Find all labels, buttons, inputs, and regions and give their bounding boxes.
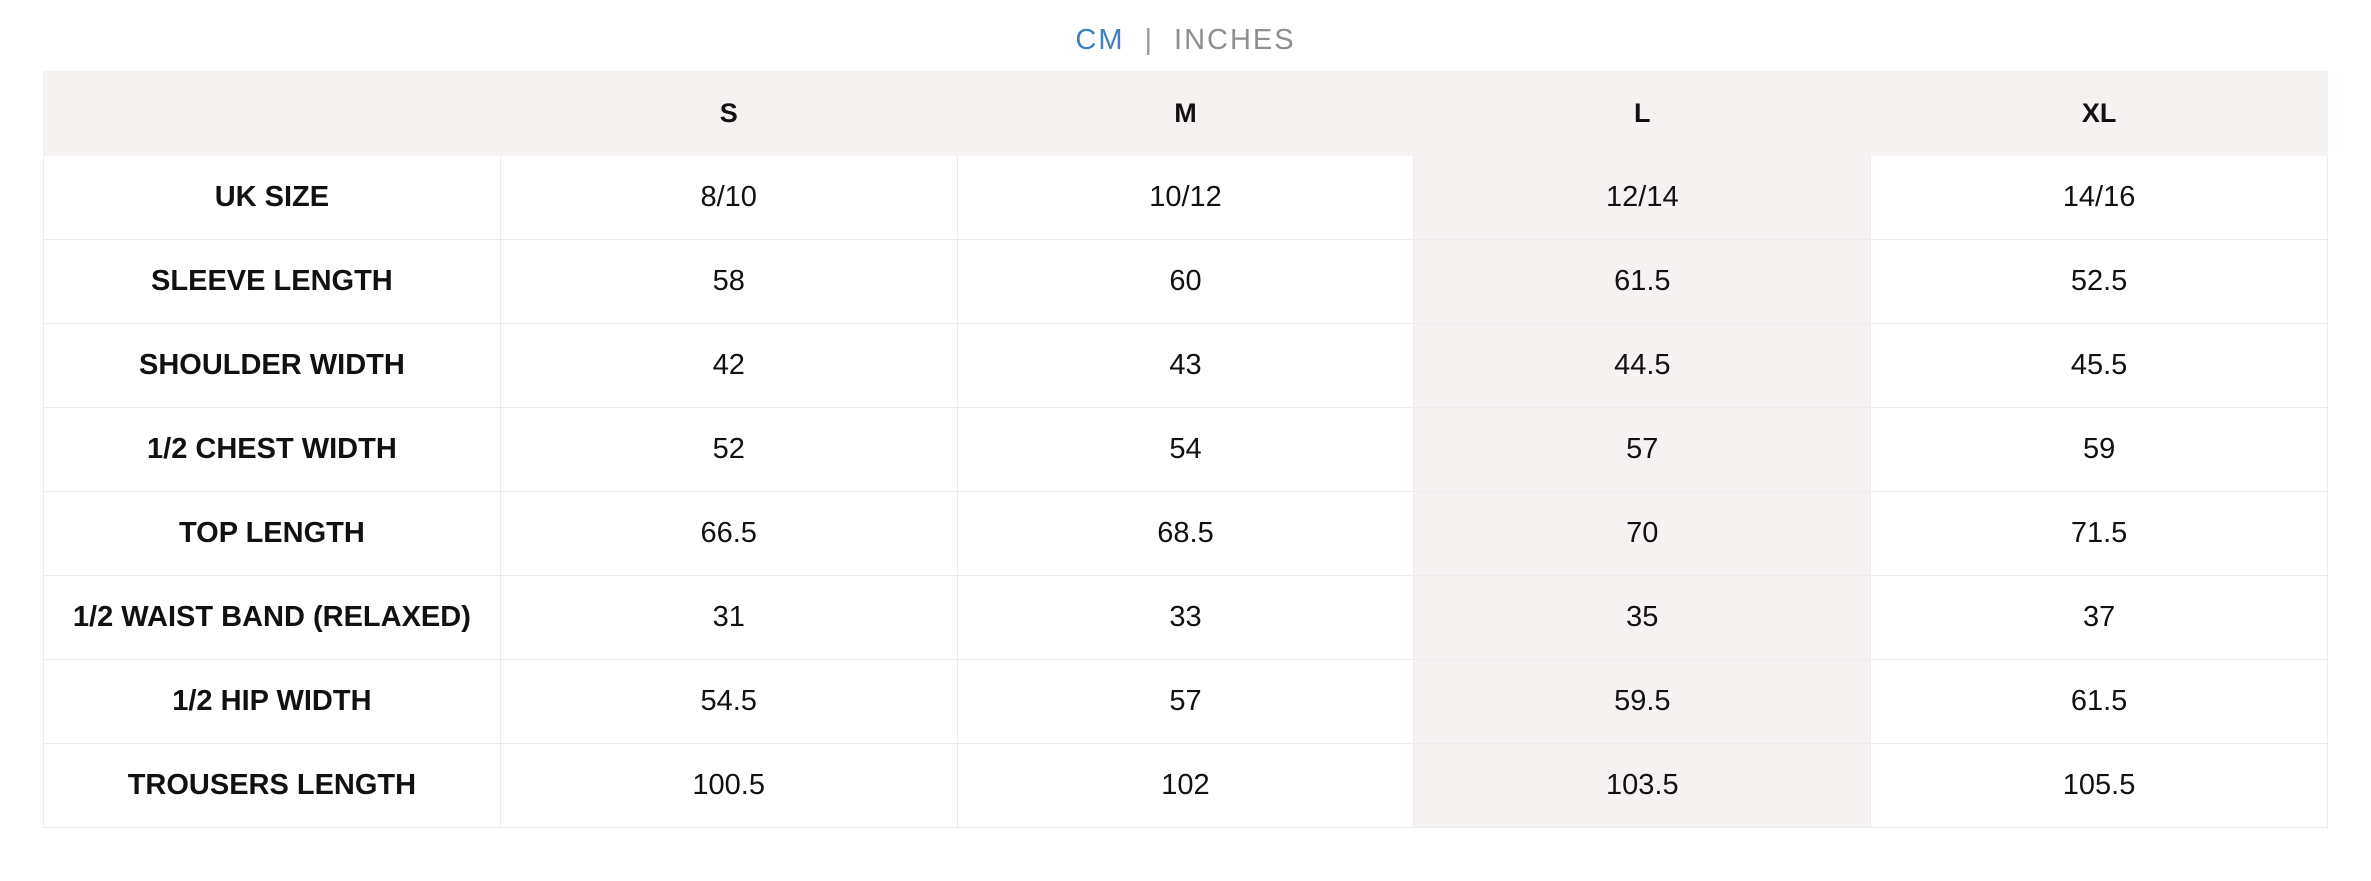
- table-row: 1/2 CHEST WIDTH 52 54 57 59: [43, 407, 2328, 492]
- table-cell: 8/10: [499, 155, 958, 240]
- table-row: 1/2 WAIST BAND (RELAXED) 31 33 35 37: [43, 575, 2328, 660]
- row-label: TOP LENGTH: [43, 491, 501, 576]
- size-column-m: M: [956, 71, 1415, 156]
- table-cell: 102: [956, 743, 1415, 828]
- table-cell: 54: [956, 407, 1415, 492]
- size-chart-table: S M L XL UK SIZE 8/10 10/12 12/14 14/16 …: [43, 71, 2328, 828]
- table-cell: 71.5: [1870, 491, 2328, 576]
- size-column-l: L: [1413, 71, 1872, 156]
- row-label: 1/2 HIP WIDTH: [43, 659, 501, 744]
- table-cell: 52.5: [1870, 239, 2328, 324]
- table-cell: 105.5: [1870, 743, 2328, 828]
- table-row: UK SIZE 8/10 10/12 12/14 14/16: [43, 155, 2328, 240]
- table-cell: 70: [1413, 491, 1872, 576]
- table-cell: 59: [1870, 407, 2328, 492]
- size-column-xl: XL: [1870, 71, 2328, 156]
- table-row: SLEEVE LENGTH 58 60 61.5 52.5: [43, 239, 2328, 324]
- table-cell: 61.5: [1413, 239, 1872, 324]
- row-label: 1/2 CHEST WIDTH: [43, 407, 501, 492]
- table-cell: 37: [1870, 575, 2328, 660]
- row-label: SHOULDER WIDTH: [43, 323, 501, 408]
- table-cell: 57: [956, 659, 1415, 744]
- table-cell: 10/12: [956, 155, 1415, 240]
- table-cell: 52: [499, 407, 958, 492]
- table-cell: 103.5: [1413, 743, 1872, 828]
- corner-cell: [43, 71, 501, 156]
- size-header-row: S M L XL: [43, 71, 2328, 156]
- table-row: 1/2 HIP WIDTH 54.5 57 59.5 61.5: [43, 659, 2328, 744]
- row-label: TROUSERS LENGTH: [43, 743, 501, 828]
- table-cell: 43: [956, 323, 1415, 408]
- table-cell: 59.5: [1413, 659, 1872, 744]
- table-cell: 14/16: [1870, 155, 2328, 240]
- unit-toggle: CM | INCHES: [0, 18, 2371, 62]
- table-cell: 58: [499, 239, 958, 324]
- table-cell: 42: [499, 323, 958, 408]
- table-cell: 12/14: [1413, 155, 1872, 240]
- table-row: SHOULDER WIDTH 42 43 44.5 45.5: [43, 323, 2328, 408]
- table-cell: 68.5: [956, 491, 1415, 576]
- table-row: TROUSERS LENGTH 100.5 102 103.5 105.5: [43, 743, 2328, 828]
- size-column-s: S: [499, 71, 958, 156]
- table-cell: 54.5: [499, 659, 958, 744]
- unit-option-cm[interactable]: CM: [1075, 23, 1125, 56]
- table-cell: 44.5: [1413, 323, 1872, 408]
- row-label: 1/2 WAIST BAND (RELAXED): [43, 575, 501, 660]
- table-cell: 60: [956, 239, 1415, 324]
- table-cell: 66.5: [499, 491, 958, 576]
- table-cell: 45.5: [1870, 323, 2328, 408]
- table-cell: 61.5: [1870, 659, 2328, 744]
- table-cell: 33: [956, 575, 1415, 660]
- table-cell: 100.5: [499, 743, 958, 828]
- table-cell: 57: [1413, 407, 1872, 492]
- table-row: TOP LENGTH 66.5 68.5 70 71.5: [43, 491, 2328, 576]
- table-cell: 31: [499, 575, 958, 660]
- unit-option-inches[interactable]: INCHES: [1174, 23, 1296, 56]
- row-label: SLEEVE LENGTH: [43, 239, 501, 324]
- unit-separator: |: [1144, 23, 1155, 56]
- row-label: UK SIZE: [43, 155, 501, 240]
- table-cell: 35: [1413, 575, 1872, 660]
